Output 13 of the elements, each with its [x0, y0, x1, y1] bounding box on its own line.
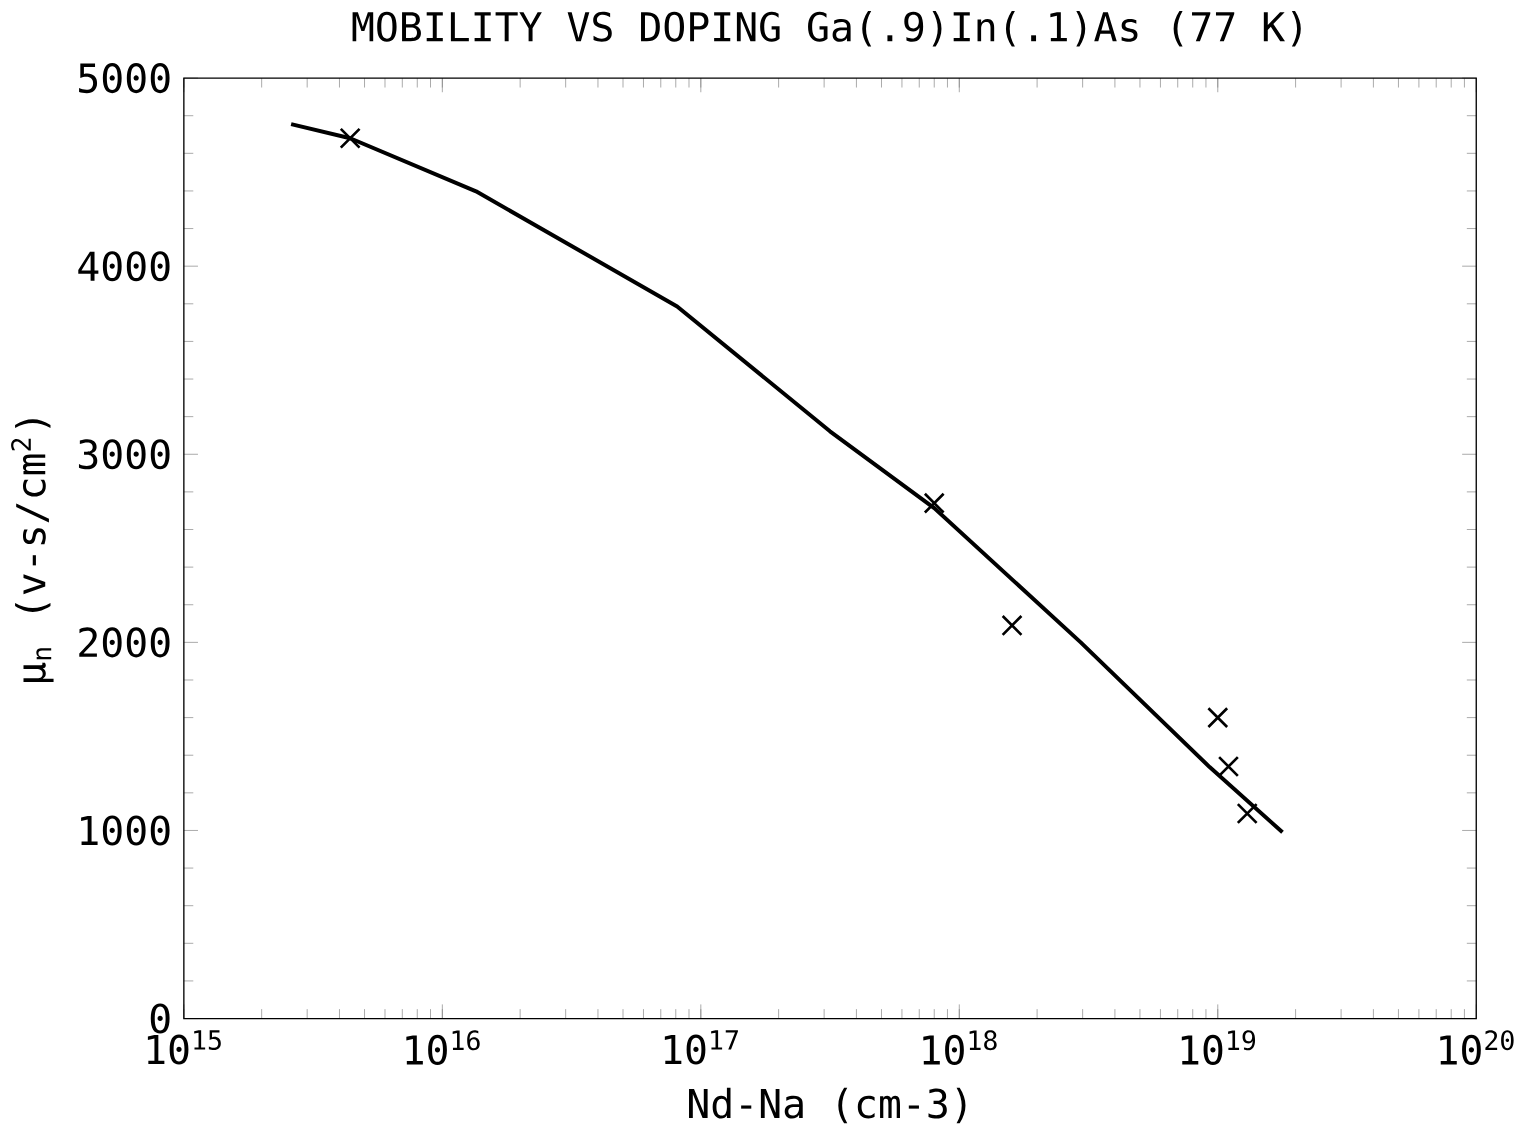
y-tick-label: 2000	[79, 627, 170, 658]
x-tick-label: 10$^{18}$	[923, 1030, 997, 1065]
chart-title: MOBILITY VS DOPING Ga(.9)In(.1)As (77 K)	[352, 10, 1301, 47]
x-tick-label: 10$^{20}$	[1440, 1030, 1514, 1065]
x-tick-label: 10$^{19}$	[1181, 1030, 1256, 1065]
y-tick-label: 1000	[81, 815, 170, 846]
x-tick-label: 10$^{16}$	[406, 1030, 480, 1065]
text: μ$_{n}$ (v-s/cm$^{2}$)	[11, 419, 54, 682]
x-tick-label: 10$^{17}$	[664, 1030, 738, 1065]
y-tick-label: 3000	[78, 439, 170, 470]
y-tick-label: 5000	[79, 62, 170, 94]
x-axis-title: Nd-Na (cm-3)	[689, 1087, 966, 1124]
y-tick-label: 4000	[78, 251, 170, 282]
